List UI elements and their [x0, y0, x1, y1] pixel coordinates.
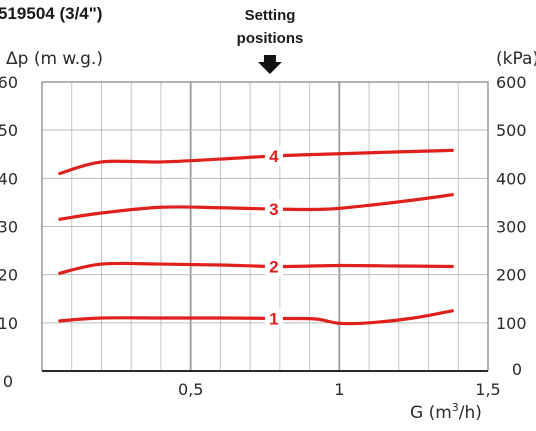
y-left-tick-label: 40: [0, 169, 18, 188]
curve-setting-2: [58, 261, 454, 275]
y-left-tick-label: 10: [0, 314, 18, 333]
curve-setting-3: [58, 193, 454, 221]
y-right-tick-label: 400: [496, 169, 527, 188]
y-right-tick-label: 600: [496, 73, 527, 92]
setting-arrow-icon: [257, 55, 282, 74]
y-left-tick-label: 0: [3, 372, 13, 391]
curve-label-4: 4: [269, 147, 279, 166]
y-right-tick-label: 300: [496, 218, 527, 237]
setting-positions-label-line2: positions: [237, 30, 304, 47]
curve-setting-1: [58, 309, 454, 326]
plot-border: [41, 81, 489, 371]
x-axis-label: G (m3/h): [410, 401, 482, 423]
curve-label-2: 2: [269, 257, 278, 276]
y-left-tick-label: 20: [0, 266, 18, 285]
x-tick-label: 1,5: [475, 380, 500, 399]
y-right-tick-label: 200: [496, 266, 527, 285]
curve-setting-4: [58, 148, 454, 176]
y-axis-right-label: (kPa): [496, 49, 536, 69]
setting-positions-label-line1: Setting: [245, 7, 296, 24]
curve-label-bg-4: [264, 146, 283, 167]
y-right-tick-label: 0: [512, 360, 522, 379]
y-left-tick-label: 30: [0, 218, 18, 237]
x-tick-label: 0,5: [178, 380, 203, 399]
curve-label-bg-2: [264, 256, 283, 277]
curve-label-3: 3: [269, 200, 278, 219]
chart-grid: [41, 81, 489, 372]
chart-curves: 1 2 3 4: [58, 146, 454, 329]
x-tick-label: 1: [334, 380, 344, 399]
chart-title: 519504 (3/4"): [0, 4, 102, 23]
y-right-tick-label: 100: [496, 314, 527, 333]
y-axis-left-label: Δp (m w.g.): [6, 49, 103, 69]
y-left-tick-label: 60: [0, 73, 18, 92]
curve-label-bg-1: [264, 308, 283, 329]
y-left-tick-label: 50: [0, 121, 18, 140]
curve-label-bg-3: [264, 199, 283, 220]
curve-label-1: 1: [269, 309, 278, 328]
y-right-tick-label: 500: [496, 121, 527, 140]
